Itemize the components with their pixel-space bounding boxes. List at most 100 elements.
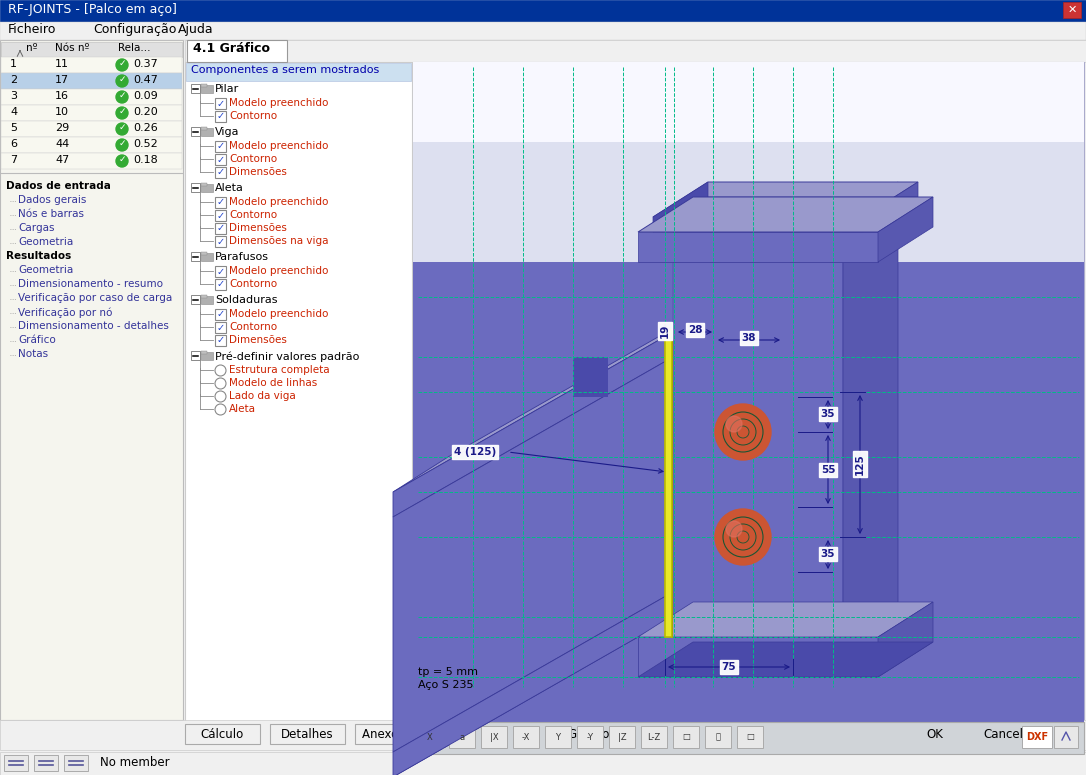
Text: 0.18: 0.18 bbox=[132, 155, 157, 165]
Polygon shape bbox=[393, 332, 673, 517]
Text: 7: 7 bbox=[10, 155, 17, 165]
Text: Dimensões: Dimensões bbox=[229, 335, 287, 345]
Text: Dimensões na viga: Dimensões na viga bbox=[229, 236, 328, 246]
Text: Dimensionamento - detalhes: Dimensionamento - detalhes bbox=[18, 321, 169, 331]
Bar bbox=[201, 351, 207, 354]
Bar bbox=[1022, 726, 1052, 748]
Bar bbox=[413, 62, 1084, 722]
Bar bbox=[1, 153, 182, 169]
Bar bbox=[185, 40, 1086, 62]
Text: ✓: ✓ bbox=[119, 139, 126, 148]
Text: Dimensionamento - resumo: Dimensionamento - resumo bbox=[18, 279, 163, 289]
Text: 0.20: 0.20 bbox=[132, 107, 157, 117]
Text: ✓: ✓ bbox=[119, 123, 126, 132]
Text: □: □ bbox=[682, 732, 690, 742]
Text: Modelo preenchido: Modelo preenchido bbox=[229, 266, 328, 276]
Bar bbox=[64, 755, 88, 771]
Bar bbox=[215, 197, 226, 208]
Text: 11: 11 bbox=[55, 59, 70, 69]
Text: Nós nº: Nós nº bbox=[55, 43, 89, 53]
Text: ✓: ✓ bbox=[216, 267, 225, 277]
Text: 10: 10 bbox=[55, 107, 70, 117]
Text: Notas: Notas bbox=[18, 349, 48, 359]
Text: No member: No member bbox=[100, 756, 169, 769]
Polygon shape bbox=[637, 602, 933, 637]
Text: Verificação por nó: Verificação por nó bbox=[18, 307, 112, 318]
Text: Resultados: Resultados bbox=[7, 251, 72, 261]
Text: 0.09: 0.09 bbox=[132, 91, 157, 101]
Text: 3: 3 bbox=[10, 91, 17, 101]
Text: ✓: ✓ bbox=[216, 280, 225, 290]
Bar bbox=[201, 184, 213, 192]
Text: Aleta: Aleta bbox=[229, 404, 256, 414]
Text: ✕: ✕ bbox=[1068, 5, 1076, 15]
Text: 🔍: 🔍 bbox=[716, 732, 720, 742]
Circle shape bbox=[215, 404, 226, 415]
Bar bbox=[201, 85, 213, 93]
Text: ✓: ✓ bbox=[216, 211, 225, 221]
Text: Estrutura completa: Estrutura completa bbox=[229, 365, 330, 375]
Text: 1: 1 bbox=[10, 59, 17, 69]
Bar bbox=[215, 210, 226, 221]
Bar bbox=[191, 183, 200, 192]
Circle shape bbox=[116, 59, 128, 71]
Text: DXF: DXF bbox=[1026, 732, 1048, 742]
Bar bbox=[355, 724, 435, 744]
Text: nº: nº bbox=[26, 43, 38, 53]
Text: □: □ bbox=[746, 732, 754, 742]
Text: ✓: ✓ bbox=[216, 236, 225, 246]
Bar bbox=[1, 57, 182, 73]
Polygon shape bbox=[637, 637, 877, 677]
Text: Gráfico: Gráfico bbox=[18, 335, 55, 345]
Bar bbox=[0, 720, 1086, 750]
Text: 2: 2 bbox=[10, 75, 17, 85]
Text: ✓: ✓ bbox=[216, 309, 225, 319]
Bar bbox=[1, 121, 182, 137]
Polygon shape bbox=[673, 262, 843, 637]
Text: ✓: ✓ bbox=[216, 142, 225, 151]
Bar bbox=[1, 73, 182, 89]
Bar bbox=[191, 127, 200, 136]
Text: Cálculo: Cálculo bbox=[201, 728, 243, 740]
Bar bbox=[513, 726, 539, 748]
Text: ✓: ✓ bbox=[216, 167, 225, 177]
Text: ✓: ✓ bbox=[216, 98, 225, 108]
Text: Dados gerais: Dados gerais bbox=[18, 195, 87, 205]
Text: ✓: ✓ bbox=[216, 198, 225, 208]
Text: Contorno: Contorno bbox=[229, 322, 277, 332]
Polygon shape bbox=[637, 642, 933, 677]
Text: 4 (125): 4 (125) bbox=[454, 447, 496, 457]
Bar bbox=[215, 167, 226, 178]
Text: Aço S 235: Aço S 235 bbox=[418, 680, 473, 690]
Text: X: X bbox=[427, 732, 433, 742]
Circle shape bbox=[715, 509, 771, 565]
Circle shape bbox=[116, 139, 128, 151]
Bar bbox=[201, 252, 207, 255]
Text: a: a bbox=[459, 732, 465, 742]
Text: Lado da viga: Lado da viga bbox=[229, 391, 295, 401]
Text: tp = 5 mm: tp = 5 mm bbox=[418, 667, 478, 677]
Bar bbox=[215, 266, 226, 277]
Text: Modelo preenchido: Modelo preenchido bbox=[229, 98, 328, 108]
Bar bbox=[215, 223, 226, 234]
Text: 0.26: 0.26 bbox=[132, 123, 157, 133]
Text: 16: 16 bbox=[55, 91, 70, 101]
Circle shape bbox=[116, 107, 128, 119]
Bar bbox=[4, 755, 28, 771]
Circle shape bbox=[727, 521, 742, 537]
Bar bbox=[215, 335, 226, 346]
Bar bbox=[905, 724, 965, 744]
Text: ✓: ✓ bbox=[216, 336, 225, 346]
Text: Rela...: Rela... bbox=[118, 43, 151, 53]
Text: L-Z: L-Z bbox=[647, 732, 660, 742]
Text: Modelo preenchido: Modelo preenchido bbox=[229, 197, 328, 207]
Bar bbox=[201, 183, 207, 186]
Bar bbox=[34, 755, 58, 771]
Polygon shape bbox=[877, 602, 933, 677]
Bar bbox=[737, 726, 763, 748]
Text: Geometria: Geometria bbox=[18, 237, 73, 247]
Polygon shape bbox=[843, 182, 898, 677]
Text: 28: 28 bbox=[687, 325, 703, 335]
Bar bbox=[975, 724, 1045, 744]
Bar bbox=[201, 352, 213, 360]
